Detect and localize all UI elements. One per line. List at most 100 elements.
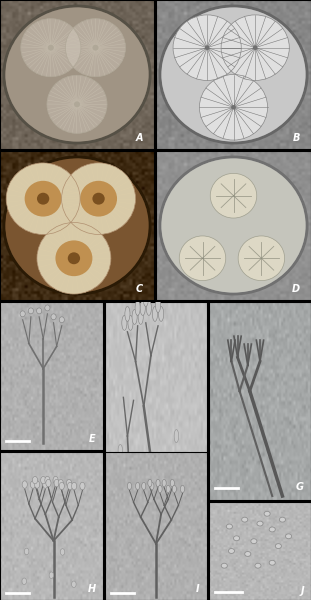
Ellipse shape [221,563,227,568]
Ellipse shape [245,551,251,556]
Ellipse shape [172,485,176,493]
Ellipse shape [59,317,64,323]
Text: C: C [136,284,143,294]
Circle shape [48,44,54,50]
Text: B: B [293,133,300,143]
Text: H: H [88,584,96,594]
Circle shape [210,173,257,218]
Circle shape [173,15,241,80]
Circle shape [22,578,26,584]
Circle shape [53,476,58,484]
Circle shape [182,474,187,487]
Ellipse shape [234,536,239,541]
Circle shape [80,482,85,490]
Circle shape [159,307,164,322]
Ellipse shape [150,482,154,490]
Ellipse shape [285,534,292,539]
Circle shape [238,236,285,281]
Circle shape [199,74,267,140]
Ellipse shape [166,485,170,493]
Circle shape [146,301,151,316]
Circle shape [221,15,289,80]
Circle shape [74,101,80,107]
Circle shape [253,46,258,50]
Ellipse shape [180,485,184,493]
Text: F: F [193,578,200,588]
Circle shape [59,482,64,490]
Circle shape [68,253,80,264]
Circle shape [179,236,226,281]
Ellipse shape [128,482,132,490]
Circle shape [65,19,126,77]
Ellipse shape [161,7,306,142]
Circle shape [30,481,35,488]
Circle shape [35,481,40,488]
Circle shape [72,581,76,587]
Ellipse shape [242,517,248,522]
Circle shape [152,307,158,322]
Ellipse shape [264,511,270,516]
Circle shape [67,482,72,490]
Circle shape [67,479,72,487]
Ellipse shape [255,563,261,568]
Ellipse shape [226,524,232,529]
Ellipse shape [45,305,50,311]
Circle shape [174,430,179,443]
Circle shape [143,292,148,307]
Circle shape [135,301,140,316]
Text: G: G [296,482,304,492]
Text: J: J [300,586,304,596]
Ellipse shape [269,527,275,532]
Circle shape [37,223,111,294]
Circle shape [54,479,59,487]
Circle shape [92,44,99,50]
Circle shape [21,19,81,77]
Text: A: A [136,133,143,143]
Ellipse shape [148,479,152,487]
Circle shape [25,181,62,217]
Text: I: I [196,584,200,594]
Circle shape [132,310,137,325]
Circle shape [128,316,133,331]
Text: D: D [292,284,300,294]
Circle shape [80,181,117,217]
Circle shape [24,548,29,554]
Circle shape [22,481,27,488]
Ellipse shape [257,521,263,526]
Circle shape [46,479,51,487]
Ellipse shape [275,544,281,548]
Circle shape [58,479,63,487]
Circle shape [123,489,128,502]
Circle shape [140,301,145,316]
Circle shape [205,46,210,50]
Circle shape [45,476,50,484]
Ellipse shape [5,158,149,293]
Circle shape [6,163,80,235]
Circle shape [60,548,65,555]
Ellipse shape [251,539,257,544]
Circle shape [62,163,136,235]
Circle shape [125,307,130,322]
Text: E: E [89,434,96,444]
Ellipse shape [5,7,149,142]
Circle shape [49,572,53,578]
Ellipse shape [156,479,160,487]
Ellipse shape [51,314,56,320]
Circle shape [122,316,127,331]
Ellipse shape [269,560,275,565]
Circle shape [138,310,143,325]
Circle shape [47,75,107,133]
Ellipse shape [136,482,140,490]
Circle shape [72,482,77,490]
Circle shape [169,504,174,517]
Ellipse shape [28,308,34,314]
Circle shape [41,476,46,484]
Ellipse shape [20,311,25,317]
Circle shape [156,298,160,313]
Ellipse shape [279,517,285,522]
Circle shape [32,476,38,484]
Ellipse shape [161,158,306,293]
Circle shape [231,105,236,110]
Circle shape [92,193,105,205]
Circle shape [37,193,49,205]
